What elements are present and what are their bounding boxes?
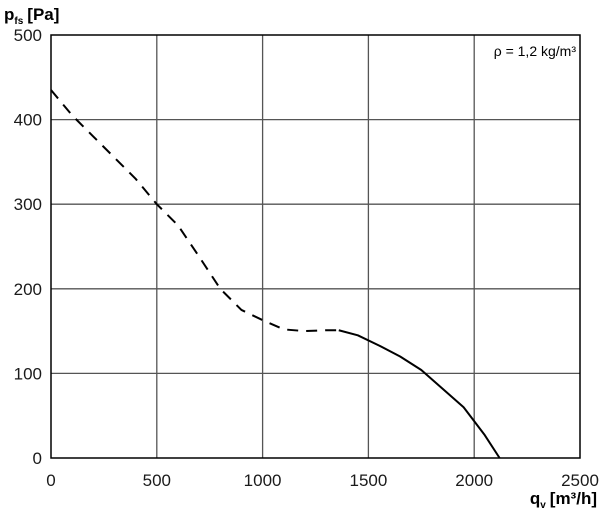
- y-axis-unit: [Pa]: [27, 5, 59, 24]
- x-axis-symbol: q: [530, 489, 540, 508]
- y-tick-label: 100: [14, 364, 42, 383]
- tick-labels: 0 500 1000 1500 2000 2500 0 100 200 300 400 500: [14, 26, 599, 490]
- x-tick-label: 500: [143, 471, 171, 490]
- x-tick-label: 1000: [244, 471, 282, 490]
- y-tick-label: 300: [14, 195, 42, 214]
- grid: [51, 35, 580, 458]
- x-tick-label: 2500: [561, 471, 599, 490]
- x-tick-label: 2000: [455, 471, 493, 490]
- y-axis-symbol: p: [4, 5, 14, 24]
- x-tick-label: 0: [46, 471, 55, 490]
- curve-solid-segment: [338, 329, 501, 459]
- series-layer: [50, 89, 501, 459]
- y-tick-label: 200: [14, 280, 42, 299]
- x-tick-label: 1500: [349, 471, 387, 490]
- y-tick-label: 500: [14, 26, 42, 45]
- x-axis-title: qv [m³/h]: [530, 489, 597, 511]
- x-axis-subscript: v: [540, 500, 546, 511]
- density-annotation: ρ = 1,2 kg/m³: [494, 43, 577, 59]
- y-axis-title: pfs [Pa]: [4, 5, 59, 27]
- y-axis-subscript: fs: [14, 16, 23, 27]
- y-tick-label: 0: [33, 449, 42, 468]
- curve-dashed-segment: [50, 89, 339, 333]
- x-axis-unit: [m³/h]: [550, 489, 597, 508]
- plot-frame: [50, 34, 581, 459]
- y-tick-label: 400: [14, 111, 42, 130]
